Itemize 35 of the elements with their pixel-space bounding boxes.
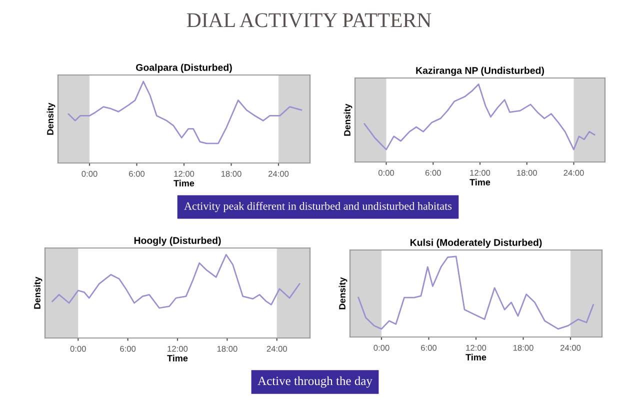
chart-title: Kaziranga NP (Undisturbed) (416, 66, 544, 76)
chart-title: Goalpara (Disturbed) (136, 64, 232, 73)
x-tick-label: 18:00 (221, 170, 242, 177)
y-axis-title: Density (338, 277, 348, 310)
x-axis-title: Time (470, 178, 490, 186)
text: Activity peak different in disturbed and undisturbed habitats (184, 202, 452, 212)
text: DIAL ACTIVITY PATTERN (186, 13, 432, 28)
x-tick-label: 18:00 (217, 346, 238, 352)
x-tick-label: 12:00 (470, 170, 490, 176)
x-axis-title: Time (466, 354, 486, 360)
x-tick-label: 6:00 (421, 344, 437, 351)
x-tick-label: 24:00 (268, 170, 289, 177)
x-tick-label: 6:00 (120, 346, 136, 352)
x-tick-label: 18:00 (517, 170, 537, 176)
x-tick-label: 18:00 (513, 344, 534, 351)
x-tick-label: 0:00 (82, 170, 98, 177)
x-tick-label: 0:00 (378, 170, 394, 176)
x-axis-title: Time (167, 354, 188, 362)
x-tick-label: 12:00 (466, 344, 486, 351)
x-tick-label: 0:00 (70, 346, 86, 352)
x-tick-label: 24:00 (564, 170, 584, 176)
x-tick-label: 6:00 (425, 170, 441, 176)
x-tick-label: 0:00 (374, 344, 390, 351)
text: Active through the day (258, 376, 372, 388)
y-axis-title: Density (46, 102, 56, 135)
x-axis-title: Time (174, 180, 194, 186)
x-tick-label: 6:00 (129, 170, 145, 177)
x-tick-label: 12:00 (168, 346, 188, 352)
y-axis-title: Density (34, 276, 42, 309)
x-tick-label: 24:00 (266, 346, 287, 352)
chart-title: Hoogly (Disturbed) (134, 236, 221, 246)
chart-title: Kulsi (Moderately Disturbed) (410, 238, 542, 248)
x-tick-label: 12:00 (174, 170, 194, 177)
x-tick-label: 24:00 (560, 344, 581, 351)
y-axis-title: Density (344, 104, 352, 136)
